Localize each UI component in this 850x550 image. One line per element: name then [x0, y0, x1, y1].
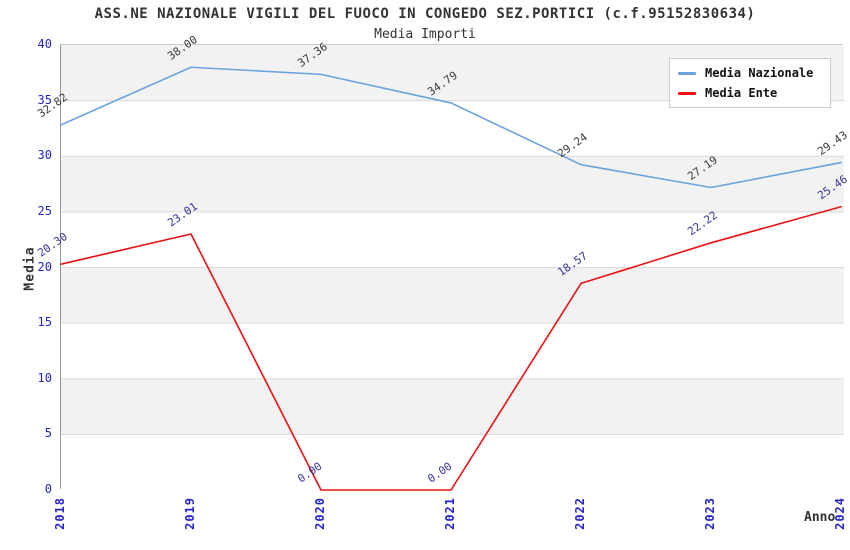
legend-label: Media Nazionale	[705, 66, 814, 80]
background-band	[61, 434, 844, 490]
legend-item: Media Nazionale	[678, 66, 820, 80]
background-band	[61, 378, 844, 435]
plot-area: 32.82 38.00 37.36 34.79 29.24 27.19 29.43 20.30…	[35, 33, 850, 491]
y-tick-label: 15	[37, 315, 52, 330]
y-tick-label: 35	[37, 92, 52, 107]
background-band	[61, 156, 844, 212]
x-tick-label: 2023	[703, 497, 717, 530]
y-tick-label: 40	[37, 37, 52, 51]
y-tick-label: 0	[44, 482, 52, 496]
x-tick-label: 2022	[573, 497, 587, 530]
y-tick-label: 20	[37, 259, 52, 274]
chart-title: ASS.NE NAZIONALE VIGILI DEL FUOCO IN CON…	[94, 6, 756, 22]
background-band	[61, 267, 844, 324]
legend-item: Media Ente	[678, 86, 820, 100]
x-axis-title: Anno	[804, 510, 836, 525]
legend: Media Nazionale Media Ente	[669, 58, 831, 108]
legend-line-swatch	[678, 71, 696, 75]
legend-line-swatch	[678, 91, 696, 95]
y-tick-label: 30	[37, 148, 52, 163]
y-tick-label: 5	[44, 426, 52, 441]
y-tick-label: 25	[37, 203, 52, 218]
background-band	[61, 211, 844, 268]
y-tick-label: 10	[37, 370, 52, 385]
x-tick-label: 2021	[443, 497, 457, 530]
chart-subtitle: Media Importi	[374, 27, 476, 42]
x-tick-label: 2018	[53, 497, 67, 530]
background-band	[61, 100, 844, 157]
series-line-nazionale	[60, 66, 842, 189]
x-tick-label: 2019	[183, 497, 197, 530]
x-tick-label: 2020	[313, 497, 327, 530]
series-line-ente	[60, 205, 842, 491]
legend-label: Media Ente	[705, 86, 778, 100]
background-band	[61, 323, 844, 379]
